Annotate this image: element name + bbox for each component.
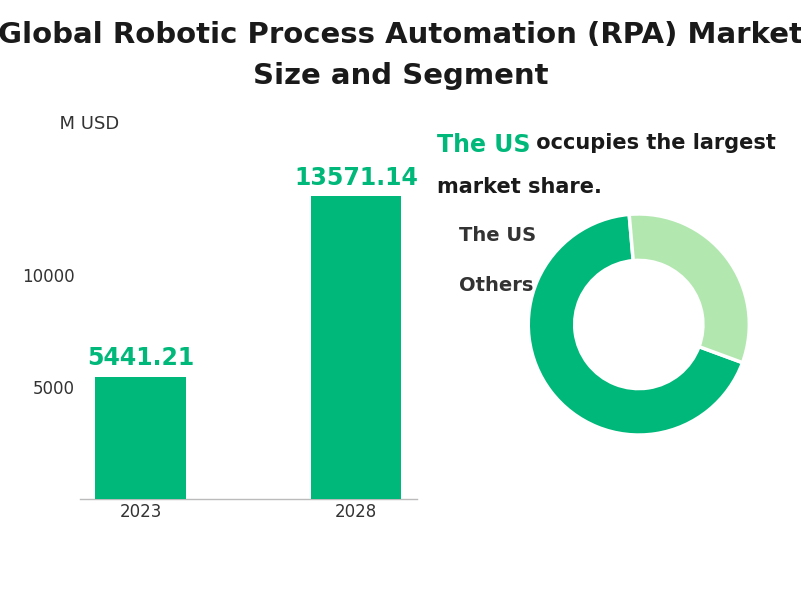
Text: The US: The US	[459, 226, 536, 245]
Wedge shape	[629, 214, 749, 363]
Text: occupies the largest: occupies the largest	[529, 133, 775, 153]
Bar	[95, 377, 186, 499]
Text: 13571.14: 13571.14	[294, 166, 418, 190]
Text: Others: Others	[459, 276, 533, 295]
Text: Size and Segment: Size and Segment	[253, 62, 548, 90]
Text: market share.: market share.	[437, 177, 602, 197]
Text: Market Size: Market Size	[133, 553, 272, 573]
Text: 5441.21: 5441.21	[87, 346, 195, 371]
Text: The US: The US	[437, 133, 530, 157]
Text: Global Robotic Process Automation (RPA) Market: Global Robotic Process Automation (RPA) …	[0, 21, 801, 48]
Text: M USD: M USD	[48, 115, 119, 133]
Wedge shape	[529, 214, 743, 435]
Bar	[311, 196, 401, 499]
Text: Market Segment: Market Segment	[505, 553, 700, 573]
